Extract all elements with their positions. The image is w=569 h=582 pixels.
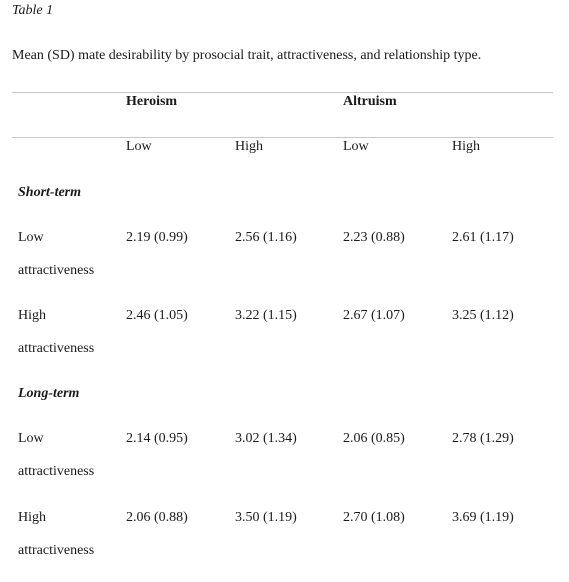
table-cell: 2.46 (1.05) [126,308,188,323]
row-label-line2: attractiveness [18,341,95,356]
row-label-line2: attractiveness [18,263,95,278]
table-cell: 3.22 (1.15) [235,308,297,323]
section-title-short-term: Short-term [18,185,82,200]
table-label: Table 1 [12,3,54,18]
table-cell: 2.56 (1.16) [235,230,297,245]
table-cell: 3.25 (1.12) [452,308,514,323]
row-label-line1: Low [18,230,44,245]
header-group-heroism: Heroism [126,94,178,109]
subheader-heroism-low: Low [126,139,152,154]
table-cell: 2.14 (0.95) [126,431,188,446]
table-cell: 2.78 (1.29) [452,431,514,446]
row-label-line2: attractiveness [18,543,95,558]
row-label-line1: Low [18,431,44,446]
table-header-rule [12,137,553,138]
table-cell: 2.70 (1.08) [343,510,405,525]
header-group-altruism: Altruism [343,94,397,109]
table-cell: 3.69 (1.19) [452,510,514,525]
table-cell: 2.06 (0.88) [126,510,188,525]
table-cell: 2.19 (0.99) [126,230,188,245]
subheader-altruism-high: High [452,139,480,154]
table-top-rule [12,92,553,93]
row-label-line1: High [18,308,46,323]
table-cell: 2.61 (1.17) [452,230,514,245]
table-cell: 3.50 (1.19) [235,510,297,525]
row-label-line1: High [18,510,46,525]
table-caption: Mean (SD) mate desirability by prosocial… [12,48,482,63]
table-cell: 2.67 (1.07) [343,308,405,323]
subheader-heroism-high: High [235,139,263,154]
subheader-altruism-low: Low [343,139,369,154]
section-title-long-term: Long-term [18,386,80,401]
table-cell: 2.06 (0.85) [343,431,405,446]
row-label-line2: attractiveness [18,464,95,479]
table-cell: 2.23 (0.88) [343,230,405,245]
table-cell: 3.02 (1.34) [235,431,297,446]
